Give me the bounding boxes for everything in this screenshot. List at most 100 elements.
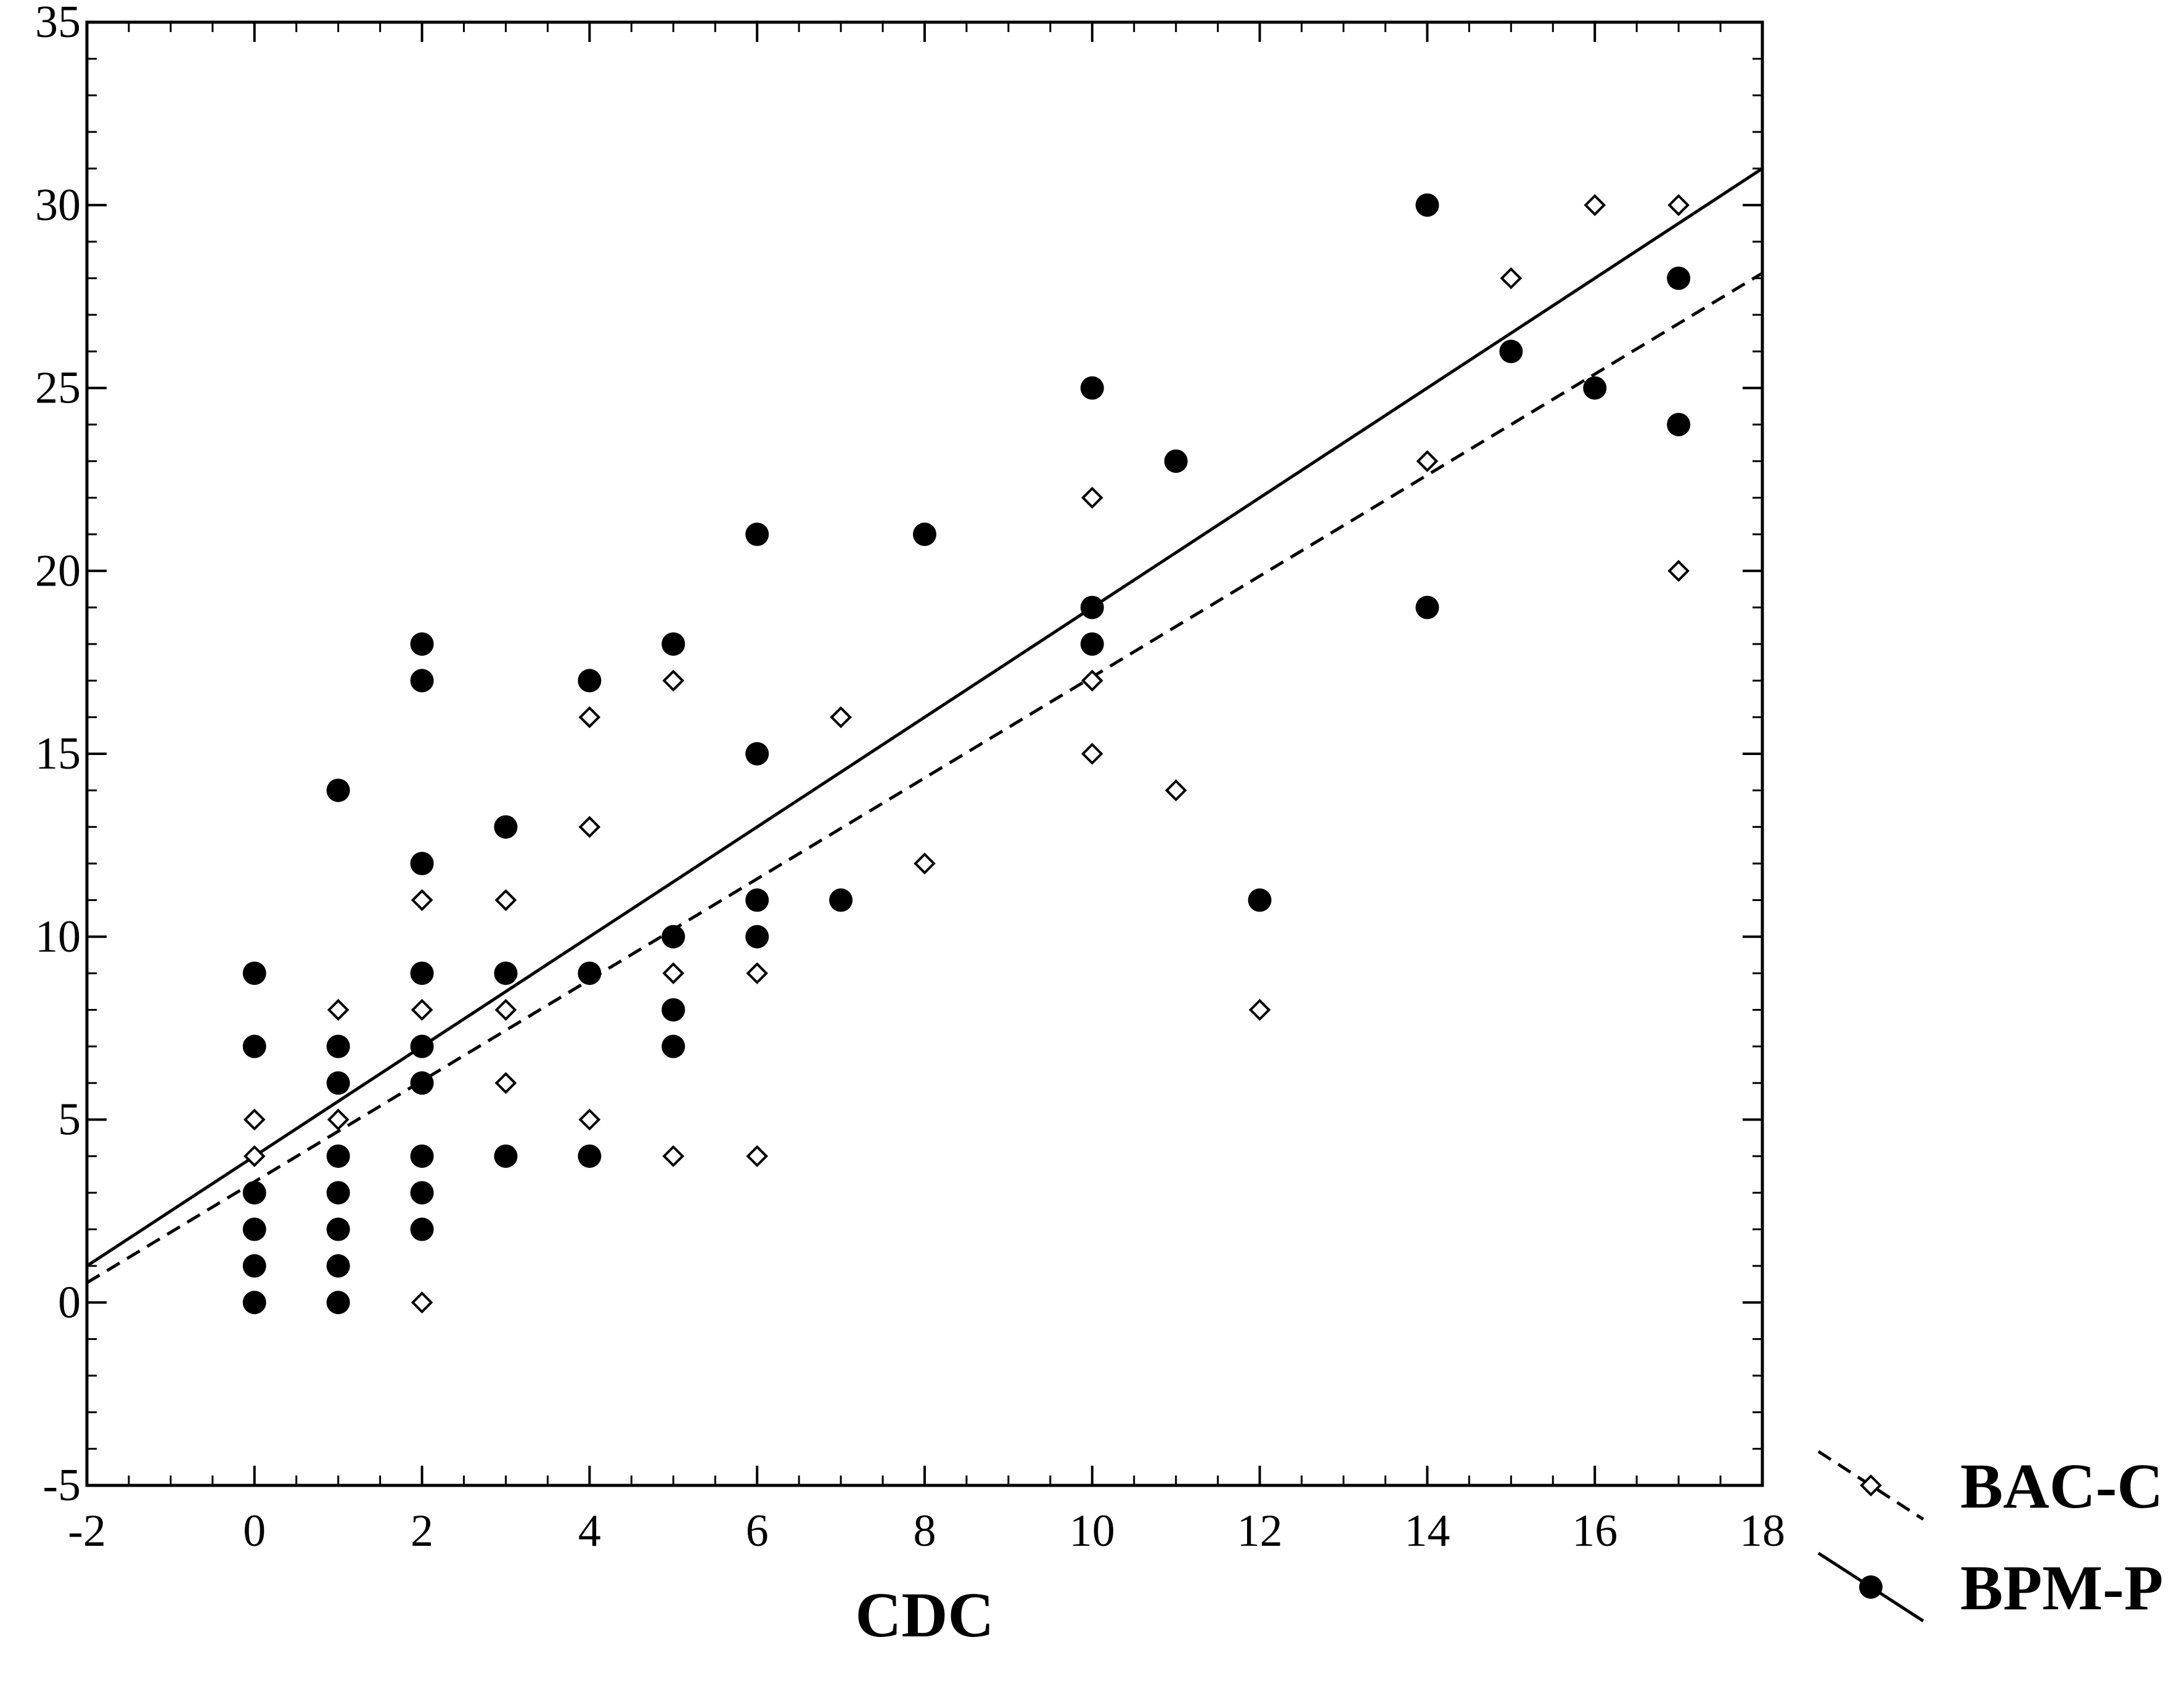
bpm-p-point xyxy=(326,1181,350,1205)
bpm-p-point xyxy=(410,961,434,986)
bpm-p-point xyxy=(1248,888,1272,912)
bpm-p-point xyxy=(410,1144,434,1168)
bac-c-point xyxy=(494,998,517,1021)
bac-c-point xyxy=(243,1145,266,1167)
bac-c-point xyxy=(914,852,936,875)
bpm-p-point xyxy=(326,1071,350,1095)
bpm-p-point xyxy=(326,1254,350,1278)
bac-c-point xyxy=(746,962,769,984)
bac-c-point xyxy=(243,1108,266,1131)
bac-c-fit-line xyxy=(86,271,1764,1284)
x-tick-labels: -2 0 2 4 6 8 10 12 14 16 18 xyxy=(68,1506,1785,1556)
bpm-p-point xyxy=(494,1144,518,1168)
bpm-p-point xyxy=(1415,595,1439,619)
bac-c-point xyxy=(662,1145,685,1167)
y-tick-label: 25 xyxy=(35,363,81,414)
bpm-p-point xyxy=(410,669,434,693)
bac-c-point xyxy=(494,1072,517,1094)
x-tick-label: 6 xyxy=(746,1506,769,1556)
data-points xyxy=(242,193,1691,1315)
bpm-p-point xyxy=(410,1181,434,1205)
bpm-p-point xyxy=(745,888,769,912)
x-tick-label: 10 xyxy=(1070,1506,1115,1556)
bpm-p-point xyxy=(242,1291,266,1315)
bac-c-point xyxy=(662,962,685,984)
x-tick-label: 18 xyxy=(1740,1506,1785,1556)
legend-marker-bac-c xyxy=(1860,1474,1882,1496)
x-tick-label: 12 xyxy=(1237,1506,1283,1556)
bpm-p-point xyxy=(326,1034,350,1058)
bpm-p-point xyxy=(1415,193,1439,217)
bpm-p-point xyxy=(1164,449,1188,473)
y-tick-label: 30 xyxy=(35,180,81,231)
bpm-p-point xyxy=(1583,376,1607,400)
bac-c-point xyxy=(494,889,517,912)
major-ticks xyxy=(86,21,1764,1487)
bpm-p-point xyxy=(242,961,266,986)
bpm-p-point xyxy=(242,1181,266,1205)
bpm-p-point xyxy=(1499,340,1523,364)
y-tick-label: 0 xyxy=(58,1277,81,1328)
x-tick-label: 14 xyxy=(1404,1506,1450,1556)
bpm-p-point xyxy=(1080,595,1104,619)
bpm-p-fit-line xyxy=(86,167,1764,1267)
bpm-p-point xyxy=(326,1144,350,1168)
bpm-p-point xyxy=(661,1034,685,1058)
bpm-p-point xyxy=(661,998,685,1022)
bac-c-point xyxy=(1081,669,1103,692)
bac-c-point xyxy=(411,1291,433,1314)
bpm-p-point xyxy=(745,522,769,546)
y-tick-label: 20 xyxy=(35,545,81,596)
bpm-p-point xyxy=(326,778,350,802)
bac-c-point xyxy=(411,889,433,912)
bpm-p-point xyxy=(745,925,769,949)
bpm-p-point xyxy=(661,632,685,656)
bac-c-point xyxy=(327,998,350,1021)
y-tick-labels: -5 0 5 10 15 20 25 30 35 xyxy=(35,0,81,1511)
bpm-p-point xyxy=(410,632,434,656)
bac-c-point xyxy=(1667,560,1690,582)
bac-c-point xyxy=(1248,998,1271,1021)
bac-c-point xyxy=(1164,779,1187,802)
bac-c-point xyxy=(662,669,685,692)
bpm-p-point xyxy=(326,1217,350,1241)
bpm-p-point xyxy=(410,1034,434,1058)
bpm-p-point xyxy=(578,961,602,986)
legend-line-bac-c xyxy=(1817,1450,1924,1521)
bpm-p-point xyxy=(1080,376,1104,400)
y-tick-label: 15 xyxy=(35,729,81,779)
bac-c-point xyxy=(1667,194,1690,216)
bac-c-point xyxy=(1081,486,1103,509)
minor-ticks xyxy=(87,22,1762,1485)
y-tick-label: -5 xyxy=(43,1460,81,1511)
x-tick-label: 0 xyxy=(243,1506,266,1556)
bac-c-point xyxy=(1584,194,1606,216)
y-tick-label: 5 xyxy=(58,1095,81,1145)
bpm-p-point xyxy=(494,815,518,839)
x-tick-label: -2 xyxy=(68,1506,106,1556)
bac-c-point xyxy=(578,1108,601,1131)
bpm-p-point xyxy=(661,925,685,949)
legend-label-bac-c: BAC-C xyxy=(1960,1451,2163,1522)
legend-marker-bpm-p xyxy=(1859,1575,1883,1599)
bpm-p-point xyxy=(242,1217,266,1241)
bac-c-point xyxy=(327,1108,350,1131)
x-tick-label: 8 xyxy=(914,1506,936,1556)
bpm-p-point xyxy=(410,852,434,876)
bac-c-point xyxy=(578,706,601,729)
bpm-p-point xyxy=(1667,266,1691,290)
bpm-p-point xyxy=(829,888,853,912)
legend-label-bpm-p: BPM-P xyxy=(1960,1553,2163,1623)
bac-c-point xyxy=(411,998,433,1021)
bpm-p-point xyxy=(578,669,602,693)
bac-c-point xyxy=(1416,450,1439,473)
legend: BAC-C BPM-P xyxy=(1817,1450,2163,1623)
x-tick-label: 16 xyxy=(1572,1506,1618,1556)
bpm-p-point xyxy=(410,1217,434,1241)
y-tick-label: 35 xyxy=(35,0,81,47)
bpm-p-point xyxy=(1667,412,1691,436)
bac-c-point xyxy=(746,1145,769,1167)
bac-c-point xyxy=(578,815,601,838)
fit-lines xyxy=(86,167,1764,1284)
